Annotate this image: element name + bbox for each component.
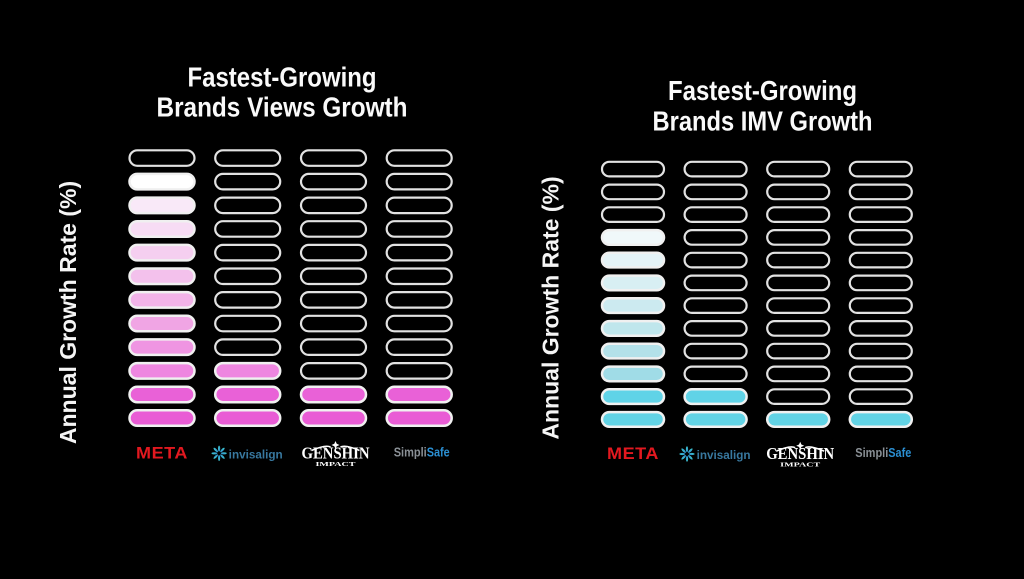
svg-text:Fastest-Growing: Fastest-Growing	[668, 75, 857, 106]
svg-text:IMPACT: IMPACT	[780, 463, 820, 469]
svg-text:IMPACT: IMPACT	[316, 462, 356, 468]
svg-text:Brands Views Growth: Brands Views Growth	[157, 92, 408, 123]
svg-text:META: META	[607, 445, 659, 463]
svg-text:invisalign: invisalign	[697, 450, 751, 462]
svg-text:Annual Growth Rate (%): Annual Growth Rate (%)	[538, 176, 564, 439]
svg-text:Annual Growth Rate (%): Annual Growth Rate (%)	[55, 181, 81, 444]
svg-text:Safe: Safe	[888, 445, 911, 460]
svg-text:Simpli: Simpli	[394, 445, 427, 460]
svg-text:Fastest-Growing: Fastest-Growing	[188, 62, 377, 93]
svg-text:Safe: Safe	[427, 445, 450, 460]
svg-text:META: META	[136, 445, 188, 463]
svg-text:Simpli: Simpli	[855, 445, 888, 460]
svg-text:Brands IMV Growth: Brands IMV Growth	[653, 106, 873, 137]
svg-text:invisalign: invisalign	[229, 450, 283, 462]
